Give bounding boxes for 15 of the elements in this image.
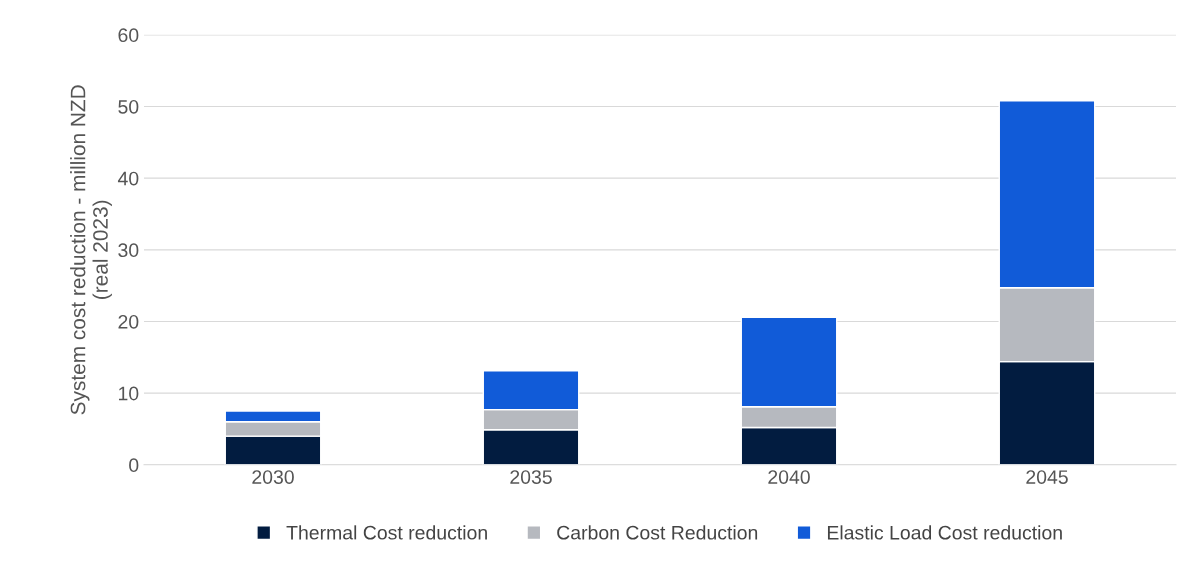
y-tick-label: 20 [118,314,139,329]
y-tick-label: 40 [117,171,139,186]
x-tick-label: 2040 [768,470,810,484]
y-axis-title: System cost reduction - million NZD (real 2023) [70,85,112,415]
legend-label: Elastic Load Cost reduction [827,525,1062,540]
y-tick-label: 0 [129,458,139,473]
y-tick-label: 30 [118,243,139,258]
x-tick-label: 2035 [510,470,552,484]
y-tick-label: 50 [118,99,139,114]
legend-label: Thermal Cost reduction [286,525,487,540]
legend-label: Carbon Cost Reduction [557,525,758,540]
y-tick-label: 10 [119,386,139,401]
x-tick-label: 2045 [1026,470,1068,484]
y-tick-label: 60 [118,28,139,43]
x-tick-label: 2030 [252,470,294,484]
